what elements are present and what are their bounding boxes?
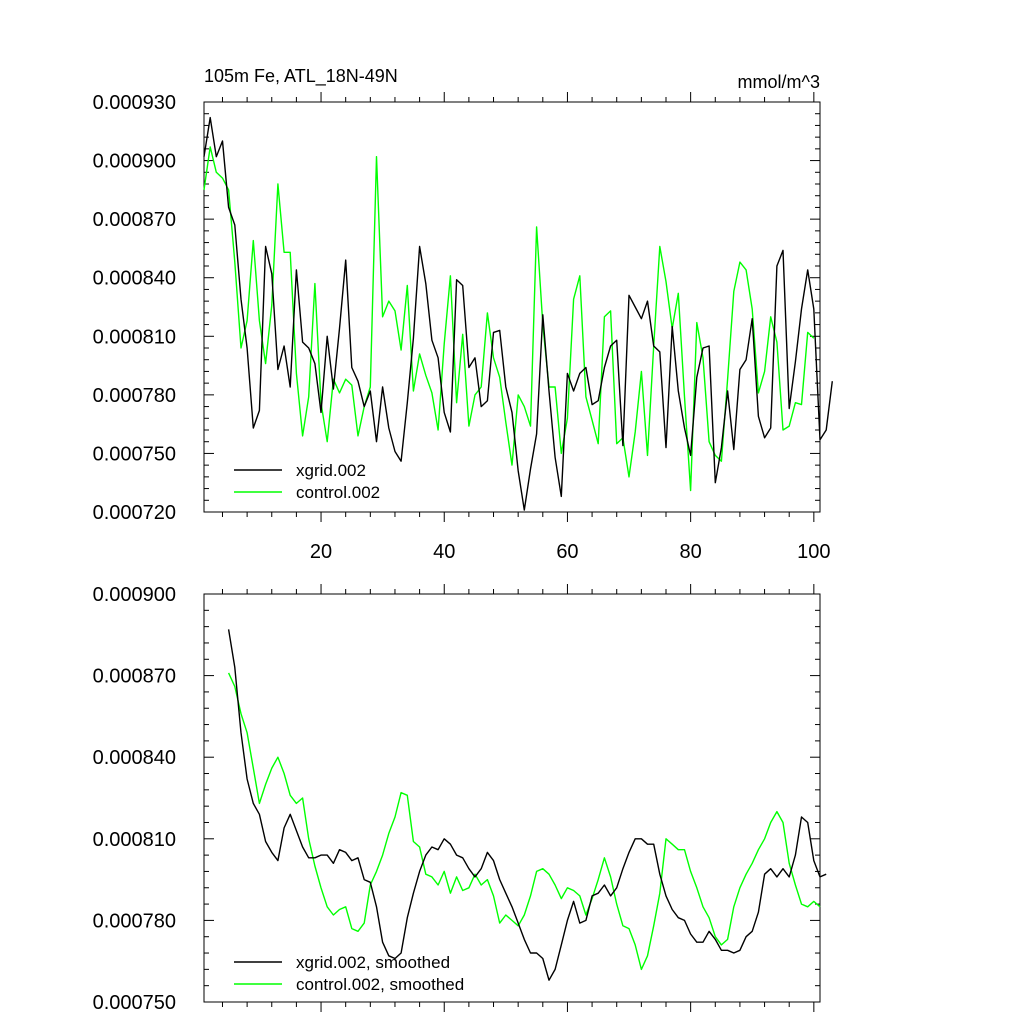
y-tick-label: 0.000720 [93,502,176,524]
x-tick-label: 80 [680,541,702,563]
series-line-control [227,672,821,971]
legend-label: xgrid.002, smoothed [296,953,450,972]
x-tick-label: 100 [797,541,830,563]
x-tick-label: 20 [310,541,332,563]
y-tick-label: 0.000810 [93,829,176,851]
legend-label: control.002 [296,483,380,502]
series-line-xgrid [227,629,827,981]
y-tick-label: 0.000930 [93,92,176,114]
y-tick-label: 0.000900 [93,151,176,173]
y-tick-label: 0.000750 [93,992,176,1014]
y-tick-label: 0.000870 [93,666,176,688]
legend-label: xgrid.002 [296,461,366,480]
y-tick-label: 0.000900 [93,584,176,606]
y-tick-label: 0.000810 [93,326,176,348]
legend-label: control.002, smoothed [296,975,464,994]
y-tick-label: 0.000750 [93,443,176,465]
panel1-plot: 0.000720 0.000750 0.000780 0.000810 0.000840… [93,92,833,563]
x-tick-label: 60 [556,541,578,563]
x-tick-label: 40 [433,541,455,563]
y-tick-label: 0.000780 [93,385,176,407]
panel2-plot: 0.000750 0.000780 0.000810 0.000840 0.000870… [93,584,827,1014]
series-line-control [203,146,815,492]
series-line-xgrid [203,116,833,511]
panel1-title: 105m Fe, ATL_18N-49N [204,66,398,87]
y-tick-label: 0.000840 [93,268,176,290]
y-tick-label: 0.000870 [93,209,176,231]
panel1-units: mmol/m^3 [738,72,820,92]
y-tick-label: 0.000840 [93,747,176,769]
plot-frame [203,593,821,1003]
plot-frame [203,101,821,513]
y-tick-label: 0.000780 [93,910,176,932]
